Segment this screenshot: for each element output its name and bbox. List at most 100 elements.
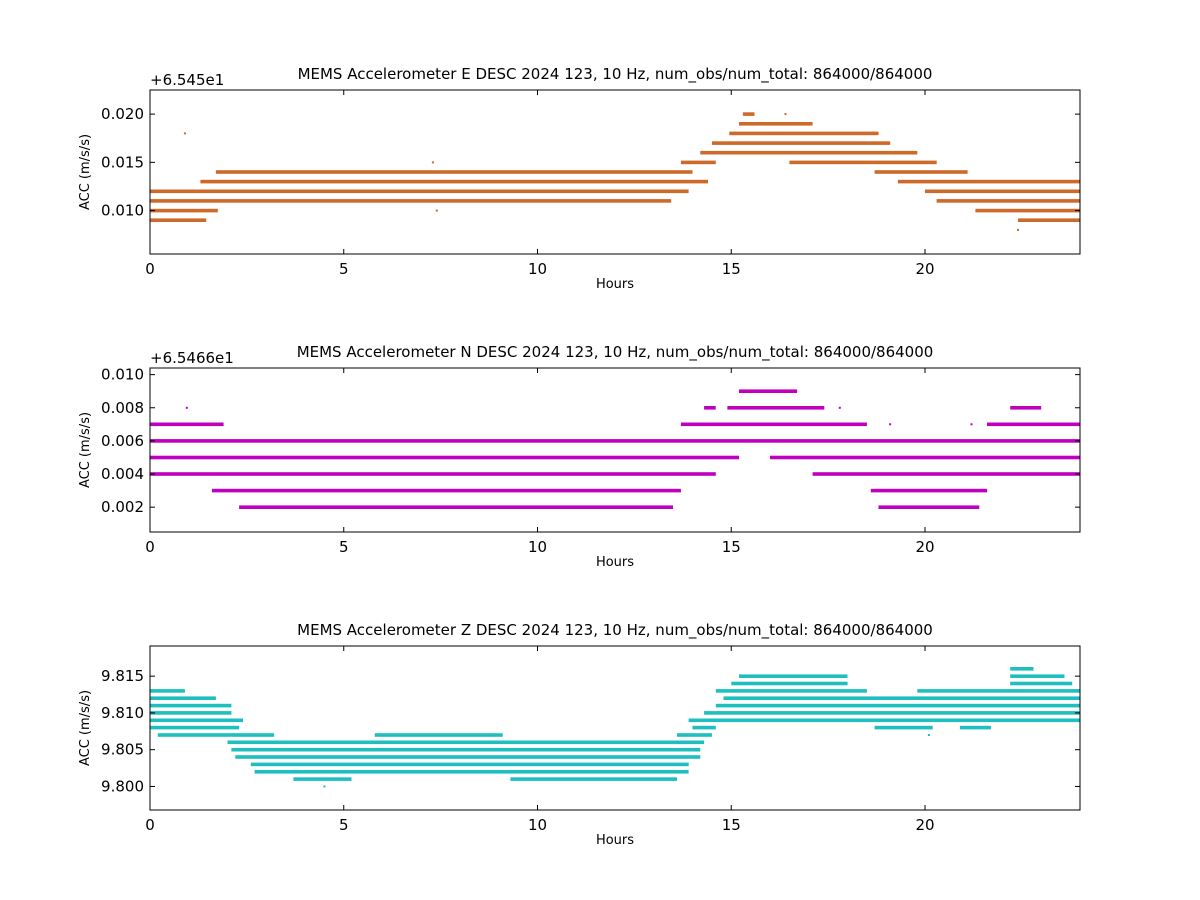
data-band: [510, 777, 677, 781]
data-point: [168, 689, 171, 692]
chart-title: MEMS Accelerometer E DESC 2024 123, 10 H…: [298, 65, 933, 84]
chart-title: MEMS Accelerometer N DESC 2024 123, 10 H…: [297, 343, 934, 362]
data-band: [150, 472, 716, 476]
data-band: [692, 725, 716, 730]
y-tick-label: 9.815: [101, 667, 144, 685]
x-tick-label: 5: [339, 260, 349, 278]
x-tick-label: 15: [722, 816, 741, 834]
data-band: [925, 189, 1080, 194]
data-band: [677, 733, 712, 737]
data-band: [704, 406, 716, 410]
data-point: [323, 785, 326, 788]
plot-area-z: [149, 645, 1081, 811]
data-band: [789, 160, 937, 165]
data-band: [959, 725, 991, 730]
data-band: [150, 422, 224, 427]
panel-e: MEMS Accelerometer E DESC 2024 123, 10 H…: [78, 65, 1081, 292]
data-points-z: [150, 667, 1081, 788]
data-band: [936, 199, 1080, 203]
data-band: [150, 189, 689, 194]
data-band: [150, 725, 240, 730]
x-tick-label: 15: [722, 538, 741, 556]
y-tick-label: 0.002: [101, 498, 144, 516]
data-band: [150, 696, 216, 700]
data-band: [254, 770, 689, 774]
data-point: [970, 423, 973, 426]
data-band: [1010, 681, 1073, 686]
data-band: [870, 488, 988, 493]
x-tick-label: 20: [915, 816, 934, 834]
panel-n: MEMS Accelerometer N DESC 2024 123, 10 H…: [78, 343, 1081, 570]
data-band: [150, 718, 243, 723]
data-band: [727, 406, 825, 410]
data-band: [878, 505, 980, 509]
data-band: [770, 455, 1080, 460]
data-band: [917, 689, 1080, 693]
data-band: [742, 112, 755, 116]
data-band: [704, 711, 1080, 715]
data-band: [1010, 674, 1065, 678]
y-tick-label: 0.010: [101, 202, 144, 220]
data-band: [1010, 406, 1042, 410]
y-tick-label: 0.010: [101, 366, 144, 384]
y-axis-label: ACC (m/s/s): [78, 690, 93, 766]
y-tick-label: 0.015: [101, 153, 144, 171]
data-point: [435, 209, 438, 212]
x-tick-label: 20: [915, 260, 934, 278]
data-point: [927, 734, 930, 736]
x-tick-label: 0: [145, 260, 155, 278]
data-band: [215, 170, 693, 174]
data-point: [838, 406, 841, 409]
data-band: [250, 762, 689, 767]
data-band: [150, 689, 185, 693]
data-point: [1017, 228, 1019, 231]
panel-z: MEMS Accelerometer Z DESC 2024 123, 10 H…: [78, 621, 1081, 848]
data-band: [200, 179, 708, 184]
x-axis-label: Hours: [596, 833, 634, 848]
y-tick-label: 0.008: [101, 399, 144, 417]
ticks-e: 0 5 10 15 20 0.010 0.015 0.020: [101, 90, 1080, 278]
data-points-n: [150, 389, 1080, 509]
data-point: [784, 113, 787, 116]
plot-area-n: [149, 367, 1081, 533]
data-band: [987, 422, 1080, 427]
data-band: [688, 718, 1080, 723]
data-band: [812, 472, 1080, 476]
data-band: [739, 674, 848, 678]
data-band: [231, 747, 701, 752]
data-point: [183, 132, 186, 135]
data-band: [739, 389, 798, 393]
data-band: [700, 150, 918, 155]
offset-label: +6.5466e1: [150, 349, 234, 367]
data-band: [239, 505, 674, 509]
y-tick-label: 0.006: [101, 432, 144, 450]
data-band: [739, 122, 813, 126]
x-tick-label: 10: [528, 260, 547, 278]
data-band: [150, 703, 232, 708]
x-tick-label: 5: [339, 538, 349, 556]
x-tick-label: 0: [145, 538, 155, 556]
data-band: [680, 422, 867, 427]
data-point: [185, 406, 188, 409]
data-band: [1018, 218, 1080, 222]
data-band: [150, 218, 207, 222]
data-points-e: [150, 112, 1080, 231]
data-band: [715, 689, 867, 693]
plot-area-e: [149, 89, 1081, 255]
y-tick-label: 0.020: [101, 105, 144, 123]
x-axis-label: Hours: [596, 277, 634, 292]
data-band: [711, 141, 891, 145]
data-band: [150, 199, 672, 203]
data-band: [729, 131, 879, 136]
data-band: [227, 740, 705, 745]
data-band: [150, 439, 1080, 443]
x-tick-label: 10: [528, 538, 547, 556]
data-band: [723, 696, 1080, 700]
data-band: [1010, 667, 1034, 671]
x-tick-label: 0: [145, 816, 155, 834]
data-band: [874, 725, 933, 730]
x-tick-label: 15: [722, 260, 741, 278]
x-tick-label: 10: [528, 816, 547, 834]
y-axis-label: ACC (m/s/s): [78, 134, 93, 210]
